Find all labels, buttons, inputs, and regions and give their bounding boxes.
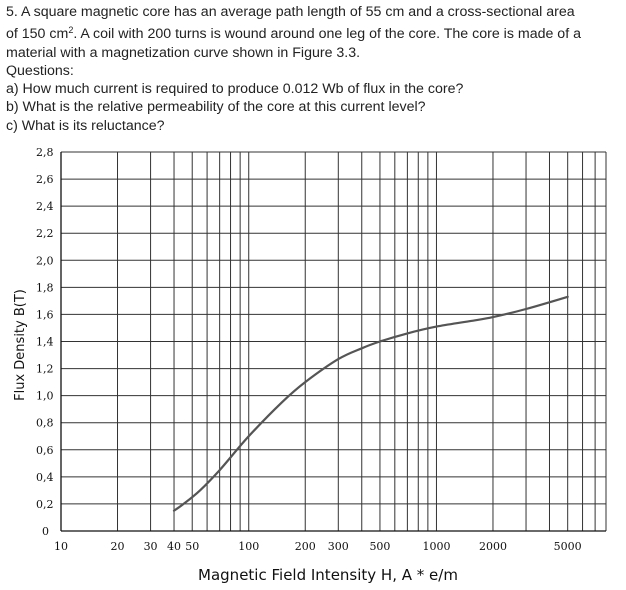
problem-line-3: material with a magnetization curve show… [6, 44, 361, 61]
y-tick-label: 0,4 [36, 471, 54, 484]
x-tick-label: 50 [185, 540, 199, 553]
problem-line-2-start: of 150 cm [6, 26, 69, 43]
x-tick-label: 100 [238, 540, 259, 553]
x-tick-label: 300 [328, 540, 349, 553]
x-tick-label: 20 [111, 540, 125, 553]
problem-line-2-end: . A coil with 200 turns is wound around … [73, 26, 581, 43]
problem-statement: 5. A square magnetic core has an average… [6, 3, 618, 135]
y-tick-label: 1,8 [36, 281, 54, 294]
magnetization-curve [172, 295, 569, 512]
x-tick-label: 1000 [422, 540, 450, 553]
x-axis-title: Magnetic Field Intensity H, A * e/m [198, 566, 458, 584]
x-tick-label: 10 [54, 540, 68, 553]
x-tick-label: 2000 [479, 540, 507, 553]
y-tick-label: 1,2 [36, 363, 54, 376]
x-tick-label: 40 [167, 540, 181, 553]
y-tick-label: 0,8 [36, 417, 54, 430]
y-axis-title: Flux Density B(T) [13, 289, 28, 401]
question-b: b) What is the relative permeability of … [6, 99, 426, 116]
y-tick-label: 1,4 [36, 336, 54, 349]
problem-line-2: of 150 cm2. A coil with 200 turns is wou… [6, 21, 618, 43]
y-tick-label: 2,0 [36, 254, 54, 267]
chart-grid [60, 151, 607, 531]
y-tick-label: 0,2 [36, 498, 54, 511]
x-tick-label: 200 [295, 540, 316, 553]
y-tick-label: 2,8 [36, 146, 54, 159]
y-tick-label: 0 [42, 525, 49, 538]
y-tick-label: 0,6 [36, 444, 54, 457]
y-tick-label: 1,0 [36, 390, 54, 403]
questions-heading: Questions: [6, 62, 74, 79]
question-c: c) What is its reluctance? [6, 117, 165, 134]
y-tick-label: 2,2 [36, 227, 54, 240]
chart-labels: 0 0,2 0,4 0,6 0,8 1,0 1,2 1,4 1,6 1,8 2,0 2,2 2,4 2,6… [13, 146, 582, 584]
y-tick-label: 2,4 [36, 200, 54, 213]
x-tick-label: 500 [369, 540, 390, 553]
chart-axes [60, 152, 606, 532]
x-tick-label: 30 [144, 540, 158, 553]
x-tick-label: 5000 [554, 540, 582, 553]
y-tick-label: 2,6 [36, 173, 54, 186]
squared-superscript: 2 [68, 25, 74, 36]
problem-line-1: 5. A square magnetic core has an average… [6, 4, 575, 20]
chart-series [172, 295, 569, 512]
y-tick-label: 1,6 [36, 308, 54, 321]
question-a: a) How much current is required to produ… [6, 81, 464, 98]
